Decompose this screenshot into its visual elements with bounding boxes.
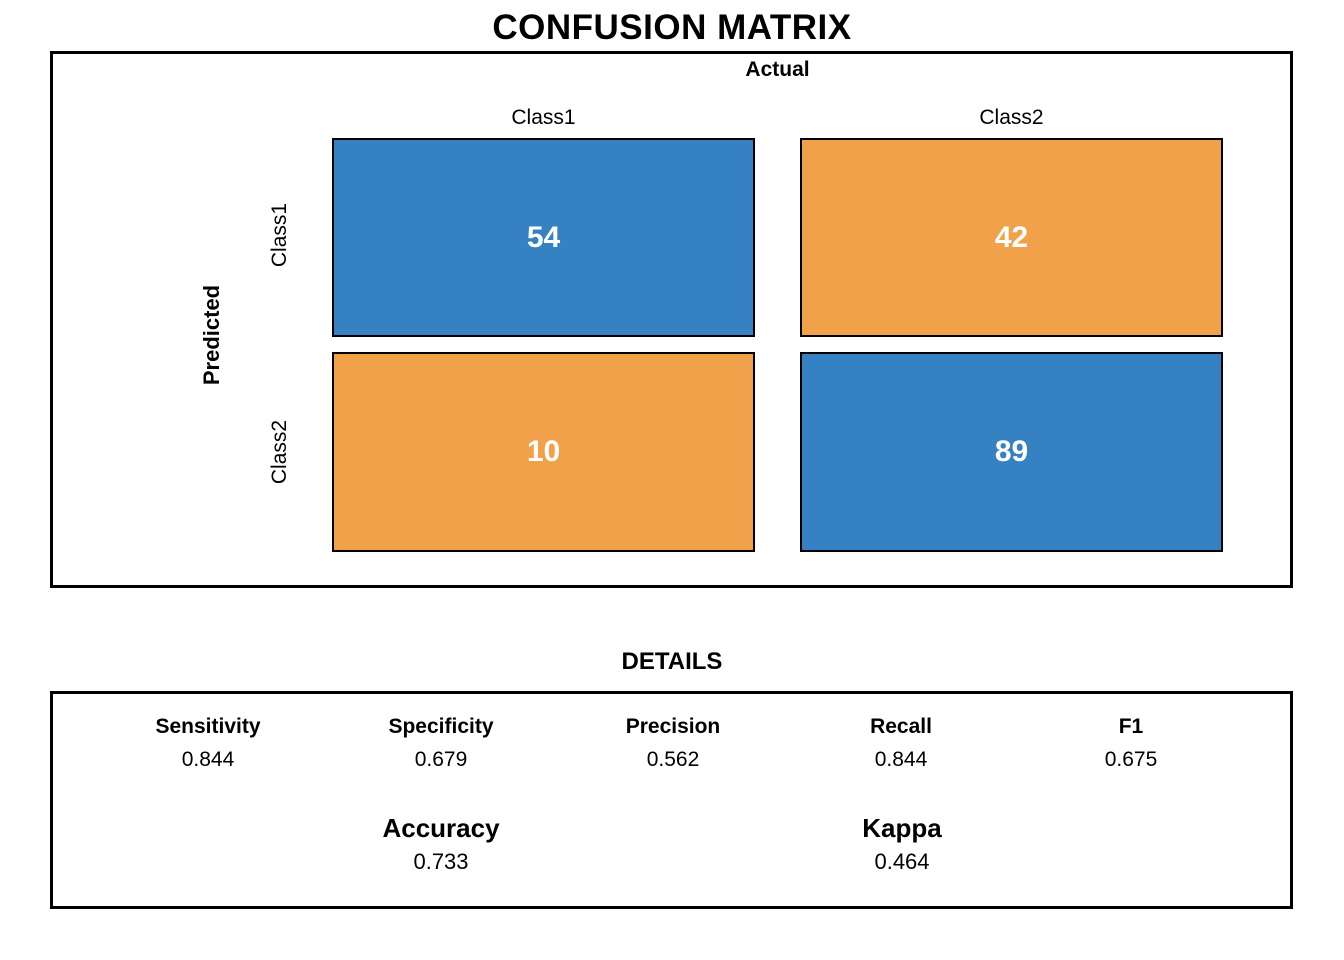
row-label-class2: Class2 [268,419,291,485]
stat-label: Specificity [388,715,494,738]
column-label-class1: Class1 [511,106,576,129]
page-title: CONFUSION MATRIX [492,8,852,47]
matrix-cell-pred2-act1: 10 [332,352,755,552]
stat-label: Sensitivity [155,715,261,738]
stat-precision: Precision 0.562 [563,714,783,773]
stat-label: Precision [625,715,721,738]
stat-value: 0.675 [1104,748,1158,771]
cell-value: 89 [994,435,1029,468]
column-label-class2: Class2 [979,106,1044,129]
details-title: DETAILS [621,648,723,675]
stat-value: 0.562 [646,748,700,771]
stat-label: Accuracy [382,813,500,843]
stat-value: 0.679 [414,748,468,771]
stat-label: Kappa [862,813,942,843]
stat-kappa: Kappa 0.464 [792,813,1012,875]
matrix-cell-pred1-act1: 54 [332,138,755,337]
details-panel: Sensitivity 0.844 Specificity 0.679 Prec… [50,691,1293,909]
stat-value: 0.464 [874,849,930,874]
stat-recall: Recall 0.844 [791,714,1011,773]
stat-value: 0.733 [413,849,469,874]
stat-accuracy: Accuracy 0.733 [331,813,551,875]
matrix-cell-pred2-act2: 89 [800,352,1223,552]
actual-axis-label: Actual [745,58,810,81]
stat-value: 0.844 [874,748,928,771]
cell-value: 10 [526,435,561,468]
stat-label: Recall [870,715,932,738]
predicted-axis-label: Predicted [199,284,224,386]
cell-value: 42 [994,220,1029,254]
cell-value: 54 [526,220,561,254]
stat-f1: F1 0.675 [1021,714,1241,773]
stat-label: F1 [1118,715,1144,738]
matrix-cell-pred1-act2: 42 [800,138,1223,337]
matrix-panel: Actual Class1 Class2 Predicted Class1 Cl… [50,51,1293,588]
row-label-class1: Class1 [268,202,291,268]
stat-value: 0.844 [181,748,235,771]
stat-sensitivity: Sensitivity 0.844 [98,714,318,773]
stat-specificity: Specificity 0.679 [331,714,551,773]
